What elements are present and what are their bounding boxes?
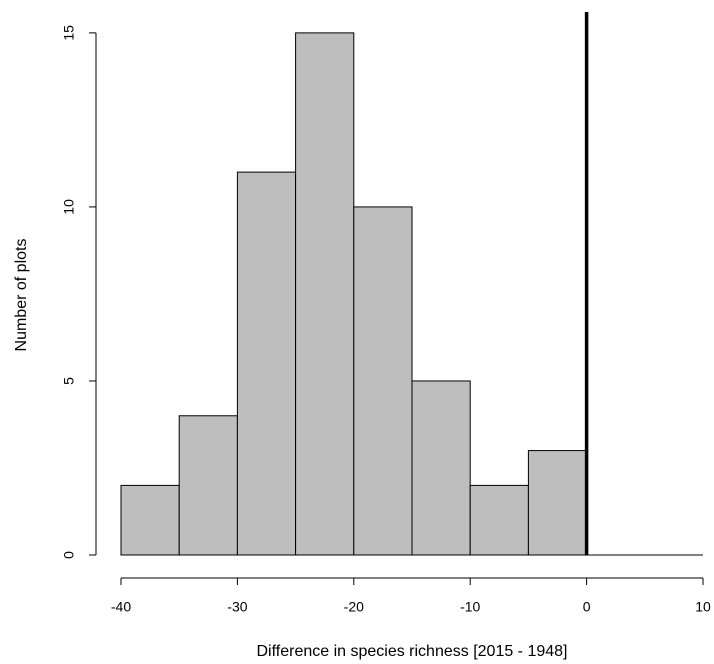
y-axis-label: Number of plots [13, 239, 30, 352]
x-tick-label: -10 [460, 599, 480, 615]
x-tick-label: -30 [227, 599, 247, 615]
bar [527, 450, 588, 556]
y-tick-label: 0 [61, 551, 77, 559]
bar [353, 206, 413, 556]
x-tick-label: 0 [583, 599, 591, 615]
y-tick-label: 15 [61, 25, 77, 41]
x-tick-label: -20 [344, 599, 364, 615]
bar [295, 32, 355, 556]
y-tick-label: 10 [61, 199, 77, 215]
x-tick-label: -40 [111, 599, 131, 615]
x-axis-label: Difference in species richness [2015 - 1… [257, 643, 568, 660]
bar [411, 380, 471, 556]
y-tick-label: 5 [61, 377, 77, 385]
bar [469, 484, 529, 556]
x-tick-label: 10 [695, 599, 711, 615]
bar [236, 171, 297, 556]
bar [120, 484, 180, 556]
bar [178, 415, 238, 556]
